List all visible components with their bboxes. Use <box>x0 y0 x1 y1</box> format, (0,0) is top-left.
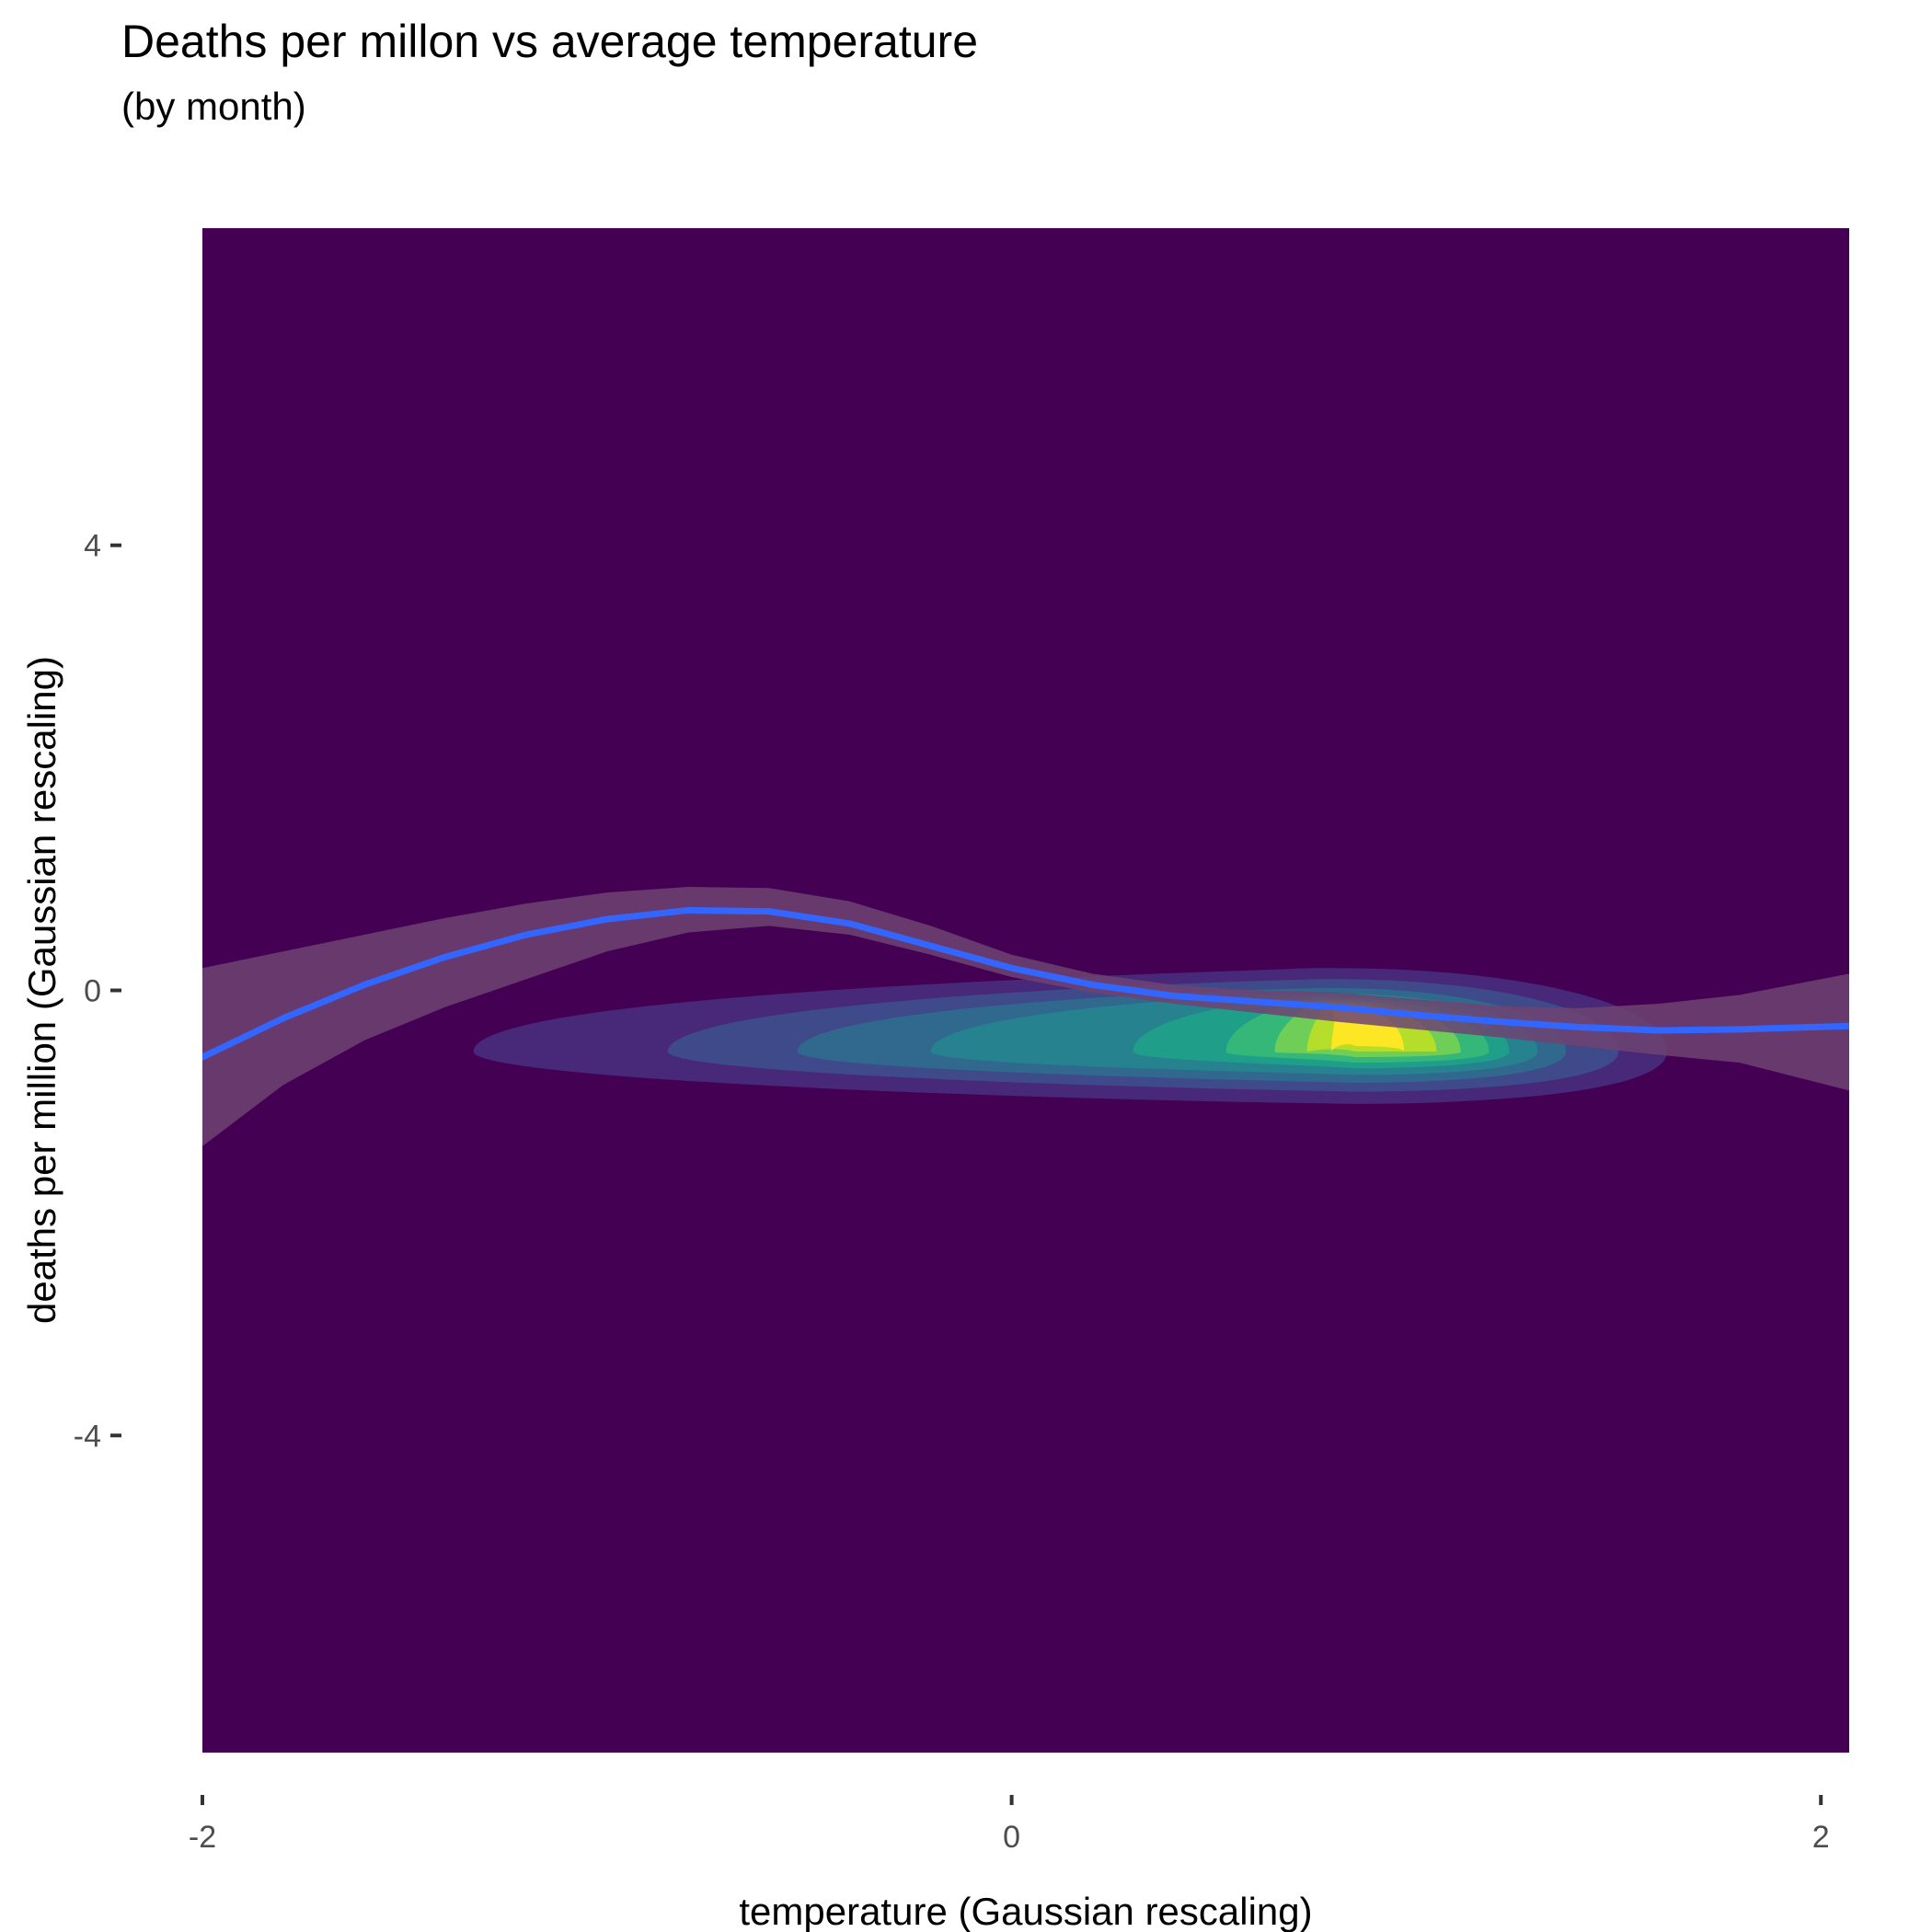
chart-title: Deaths per millon vs average temperature <box>121 16 979 67</box>
x-axis-label: temperature (Gaussian rescaling) <box>739 1890 1312 1932</box>
smooth-fit <box>202 887 1849 1146</box>
x-tick-label: -2 <box>189 1820 216 1855</box>
x-tick-label: 2 <box>1812 1820 1830 1855</box>
smooth-confidence-ribbon <box>202 887 1849 1146</box>
y-tick-label: 0 <box>84 974 101 1009</box>
smooth-line <box>202 906 1849 1061</box>
y-axis: -4 0 4 <box>74 529 121 1454</box>
y-axis-label: deaths per million (Gaussian rescaling) <box>20 656 63 1324</box>
chart-subtitle: (by month) <box>121 85 306 128</box>
y-tick-label: -4 <box>74 1419 101 1454</box>
x-tick-label: 0 <box>1003 1820 1020 1855</box>
y-tick-label: 4 <box>84 529 101 564</box>
x-axis: -2 0 2 <box>189 1795 1830 1855</box>
